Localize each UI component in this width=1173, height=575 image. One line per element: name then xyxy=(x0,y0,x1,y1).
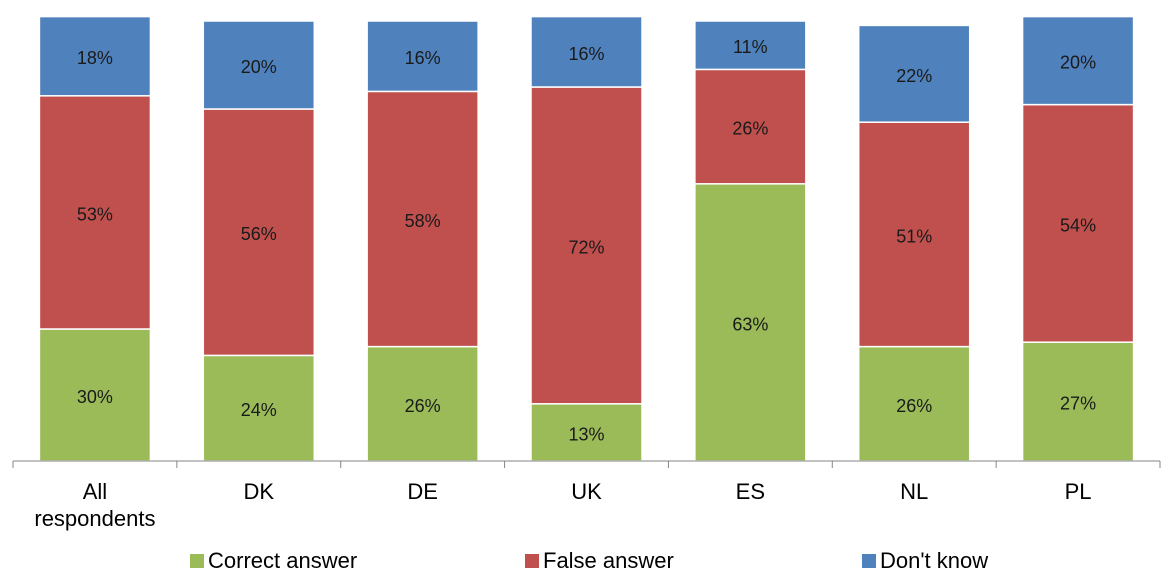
data-label-correct-answer-pl: 27% xyxy=(1060,394,1096,414)
bar-false-answer-de xyxy=(366,90,479,348)
bar-don-t-know-es xyxy=(694,20,807,71)
x-tick-label-all-respondents: All respondents xyxy=(34,479,155,531)
legend-swatch-false-answer xyxy=(525,554,539,568)
data-label-false-answer-pl: 54% xyxy=(1060,215,1096,235)
legend-label-correct-answer: Correct answer xyxy=(208,548,358,573)
legend-label-false-answer: False answer xyxy=(543,548,674,573)
data-label-false-answer-uk: 72% xyxy=(568,237,604,257)
legend: Correct answer False answer Don't know xyxy=(0,547,1173,575)
legend-item-don-t-know: Don't know xyxy=(862,547,988,575)
legend-item-correct-answer: Correct answer xyxy=(190,547,357,575)
bar-false-answer-all-respondents xyxy=(38,95,152,330)
bar-correct-answer-uk xyxy=(530,403,643,462)
data-label-don-t-know-all-respondents: 18% xyxy=(77,48,113,68)
data-label-don-t-know-es: 11% xyxy=(733,37,768,57)
bar-correct-answer-pl xyxy=(1021,341,1135,462)
x-tick-label-uk: UK xyxy=(571,479,602,504)
data-label-false-answer-dk: 56% xyxy=(241,224,277,244)
bar-false-answer-pl xyxy=(1021,103,1135,343)
data-label-don-t-know-de: 16% xyxy=(405,48,441,68)
bar-correct-answer-nl xyxy=(857,345,971,462)
bar-correct-answer-all-respondents xyxy=(38,328,152,462)
data-label-correct-answer-all-respondents: 30% xyxy=(77,387,113,407)
bar-don-t-know-nl xyxy=(857,24,971,123)
data-label-correct-answer-es: 63% xyxy=(732,314,768,334)
bar-don-t-know-all-respondents xyxy=(38,15,152,97)
x-tick-label-nl: NL xyxy=(900,479,928,504)
x-tick-label-de: DE xyxy=(407,479,438,504)
legend-item-false-answer: False answer xyxy=(525,547,674,575)
x-tick-label-dk: DK xyxy=(244,479,275,504)
data-label-false-answer-es: 26% xyxy=(732,119,768,139)
bar-don-t-know-dk xyxy=(202,20,316,110)
legend-label-don-t-know: Don't know xyxy=(880,548,989,573)
bar-correct-answer-es xyxy=(694,183,807,462)
data-label-don-t-know-nl: 22% xyxy=(896,66,932,86)
bar-don-t-know-uk xyxy=(530,15,643,88)
bar-don-t-know-pl xyxy=(1021,15,1135,106)
x-tick-label-es: ES xyxy=(736,479,765,504)
data-label-false-answer-de: 58% xyxy=(405,211,441,231)
data-label-correct-answer-nl: 26% xyxy=(896,396,932,416)
data-label-correct-answer-de: 26% xyxy=(405,396,441,416)
bar-correct-answer-dk xyxy=(202,354,316,462)
data-label-don-t-know-pl: 20% xyxy=(1060,53,1096,73)
x-tick-label-pl: PL xyxy=(1065,479,1092,504)
data-label-false-answer-all-respondents: 53% xyxy=(77,204,113,224)
bar-false-answer-dk xyxy=(202,108,316,357)
data-label-correct-answer-uk: 13% xyxy=(568,424,604,444)
bar-false-answer-nl xyxy=(857,121,971,348)
data-label-don-t-know-dk: 20% xyxy=(241,57,277,77)
bar-don-t-know-de xyxy=(366,20,479,93)
legend-swatch-don-t-know xyxy=(862,554,876,568)
data-label-don-t-know-uk: 16% xyxy=(568,44,604,64)
legend-swatch-correct-answer xyxy=(190,554,204,568)
data-label-correct-answer-dk: 24% xyxy=(241,400,277,420)
data-label-false-answer-nl: 51% xyxy=(896,226,932,246)
bar-false-answer-uk xyxy=(530,86,643,405)
